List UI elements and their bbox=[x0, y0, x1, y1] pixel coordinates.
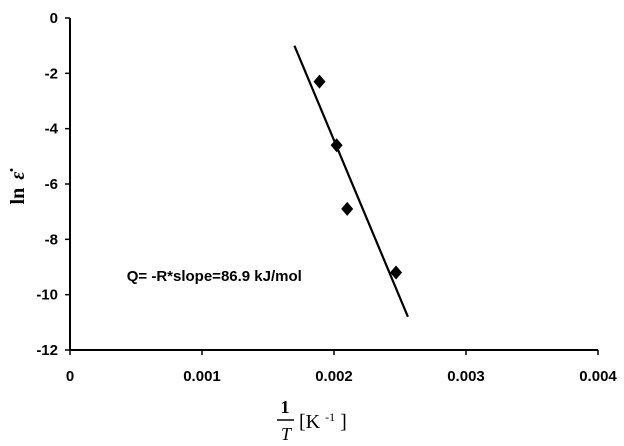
y-axis-label: ln ε̇ bbox=[7, 168, 29, 205]
marks bbox=[293, 45, 409, 318]
x-tick-label: 0 bbox=[66, 368, 74, 385]
data-point bbox=[341, 201, 354, 216]
data-point bbox=[390, 265, 403, 280]
y-axis-label-prefix: ln bbox=[7, 188, 29, 205]
fit-line bbox=[293, 45, 409, 318]
y-tick-label: -8 bbox=[45, 231, 58, 248]
x-tick-label: 0.004 bbox=[579, 368, 617, 385]
x-axis-label-numerator: 1 bbox=[281, 397, 290, 417]
y-tick-label: -2 bbox=[45, 65, 58, 82]
svg-text:ln ε̇: ln ε̇ bbox=[7, 168, 29, 205]
x-tick-label: 0.002 bbox=[315, 368, 353, 385]
annotation-text: Q= -R*slope=86.9 kJ/mol bbox=[127, 268, 302, 285]
y-axis-label-symbol: ε̇ bbox=[7, 168, 29, 180]
y-tick-label: -4 bbox=[45, 121, 59, 138]
y-tick-label: 0 bbox=[50, 10, 58, 27]
y-tick-label: -6 bbox=[45, 176, 58, 193]
x-tick-label: 0.003 bbox=[447, 368, 485, 385]
x-tick-label: 0.001 bbox=[183, 368, 221, 385]
x-axis-label-unit-exp: -1 bbox=[325, 410, 335, 424]
data-point bbox=[330, 138, 343, 153]
y-tick-label: -10 bbox=[36, 287, 58, 304]
x-axis-label-unit-close: ] bbox=[340, 411, 347, 433]
svg-text:[K -1 ]: [K -1 ] bbox=[299, 410, 347, 433]
x-axis-label-unit-base: [K bbox=[299, 411, 321, 433]
ticks: 0 -2 -4 -6 -8 -10 -12 0 0.001 0.002 0.003 0.004 bbox=[36, 10, 617, 385]
x-axis-label-denominator: T bbox=[281, 424, 293, 444]
data-point bbox=[313, 74, 326, 89]
axes bbox=[69, 18, 598, 351]
x-axis-label: 1 T [K -1 ] bbox=[277, 397, 347, 444]
y-tick-label: -12 bbox=[36, 342, 58, 359]
